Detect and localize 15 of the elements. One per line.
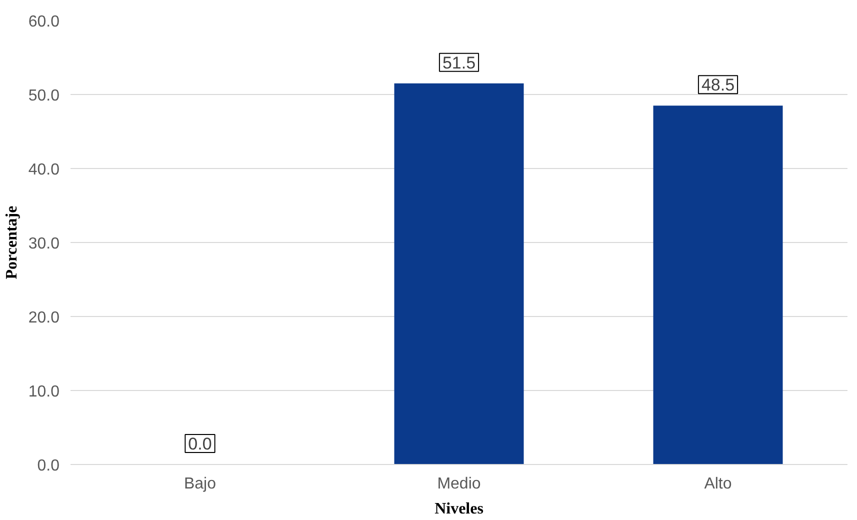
data-label: 51.5 bbox=[442, 53, 476, 72]
x-tick-label: Bajo bbox=[184, 476, 216, 492]
x-tick-label: Medio bbox=[437, 476, 481, 492]
y-tick-label: 10.0 bbox=[28, 384, 60, 400]
y-tick-label: 20.0 bbox=[28, 310, 60, 326]
y-tick-label: 40.0 bbox=[28, 162, 60, 178]
y-tick-label: 0.0 bbox=[37, 458, 60, 474]
y-tick-label: 30.0 bbox=[28, 236, 60, 252]
x-tick-label: Alto bbox=[704, 476, 732, 492]
y-tick-label: 50.0 bbox=[28, 88, 60, 104]
y-tick-label: 60.0 bbox=[28, 14, 60, 30]
x-axis-title: Niveles bbox=[434, 500, 484, 518]
y-axis-title: Porcentaje bbox=[3, 206, 20, 280]
data-label: 0.0 bbox=[188, 434, 212, 454]
data-label: 48.5 bbox=[701, 76, 735, 95]
